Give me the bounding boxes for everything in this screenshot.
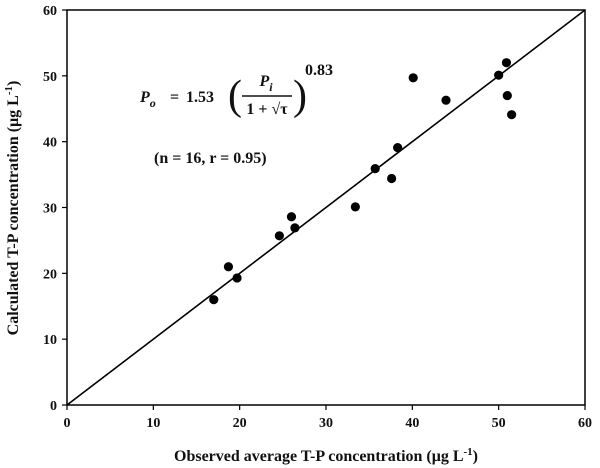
data-point bbox=[408, 73, 418, 83]
data-point bbox=[223, 262, 234, 272]
data-point bbox=[370, 164, 380, 174]
equation-exponent: 0.83 bbox=[305, 62, 333, 79]
data-point bbox=[232, 273, 242, 283]
data-point bbox=[387, 173, 397, 184]
y-axis-title-superscript: -1 bbox=[3, 86, 15, 95]
equation-lhs-subscript: o bbox=[150, 96, 156, 110]
y-tick-label: 30 bbox=[43, 202, 57, 217]
y-tick-label: 10 bbox=[43, 333, 57, 348]
x-axis-title: Observed average T-P concentration (μg L… bbox=[174, 446, 478, 465]
equation-annotation: Po = 1.53 ( Pi 1 + √τ ) 0.83 (n = 16, r … bbox=[139, 62, 333, 167]
y-axis-title: Calculated T-P concentration (μg L-1) bbox=[3, 81, 22, 336]
equation-coefficient: 1.53 bbox=[186, 89, 214, 106]
data-point bbox=[441, 95, 451, 105]
data-point bbox=[350, 202, 360, 212]
y-tick-label: 50 bbox=[43, 70, 57, 85]
equation-lhs: Po bbox=[139, 89, 156, 110]
left-paren: ( bbox=[228, 73, 242, 119]
data-point bbox=[274, 231, 284, 241]
data-point bbox=[501, 58, 512, 68]
equation-numerator: Pi bbox=[258, 73, 273, 94]
x-tick-label: 10 bbox=[146, 416, 160, 431]
equation-numerator-subscript: i bbox=[269, 80, 273, 94]
y-tick-label: 20 bbox=[43, 267, 57, 282]
y-tick-label: 60 bbox=[43, 4, 57, 19]
data-points-group bbox=[209, 58, 517, 305]
right-paren: ) bbox=[293, 73, 307, 119]
equation-denominator: 1 + √τ bbox=[246, 101, 288, 118]
data-point bbox=[286, 212, 297, 222]
tick-labels-group: 0 10 20 30 40 50 60 0 10 20 30 40 50 60 bbox=[43, 4, 592, 431]
x-tick-label: 30 bbox=[319, 416, 333, 431]
y-tick-label: 0 bbox=[50, 399, 57, 414]
data-point bbox=[290, 223, 300, 233]
tick-marks-group bbox=[62, 9, 586, 410]
data-point bbox=[507, 110, 517, 120]
x-tick-label: 20 bbox=[233, 416, 247, 431]
data-point bbox=[502, 90, 512, 101]
data-point bbox=[494, 70, 504, 80]
x-axis-title-end: ) bbox=[473, 448, 478, 465]
y-axis-title-end: ) bbox=[5, 81, 22, 86]
data-point bbox=[393, 142, 403, 153]
x-tick-label: 60 bbox=[578, 416, 592, 431]
x-axis-title-superscript: -1 bbox=[463, 446, 472, 458]
x-tick-label: 0 bbox=[64, 416, 71, 431]
x-tick-label: 50 bbox=[492, 416, 506, 431]
x-tick-label: 40 bbox=[405, 416, 419, 431]
equation-equals: = bbox=[170, 89, 179, 106]
data-point bbox=[209, 295, 219, 305]
stats-annotation: (n = 16, r = 0.95) bbox=[154, 150, 267, 167]
y-tick-label: 40 bbox=[43, 136, 57, 151]
